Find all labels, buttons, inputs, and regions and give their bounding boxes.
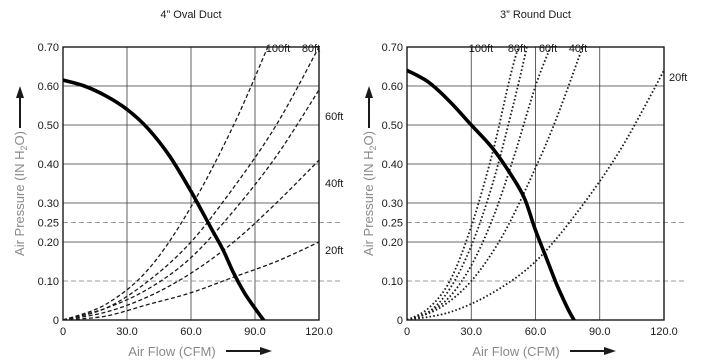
y-tick-label: 0.10 — [382, 276, 403, 288]
system-curve-100ft — [407, 47, 520, 320]
system-curve-60ft — [63, 89, 319, 320]
y-axis-label-prefix: Air Pressure (IN H — [12, 151, 27, 256]
y-tick-label: 0.30 — [38, 198, 59, 210]
curve-label: 60ft — [325, 111, 343, 123]
system-curve-20ft — [63, 241, 319, 320]
x-tick-label: 60.0 — [525, 326, 546, 338]
y-tick-label: 0 — [397, 315, 403, 327]
x-arrow-icon — [604, 347, 616, 355]
system-curve-100ft — [63, 47, 269, 320]
curve-label: 100ft — [469, 43, 493, 55]
fan-performance-curve — [407, 68, 576, 320]
y-tick-label: 0.60 — [38, 81, 59, 93]
chart-panel-2: 3” Round Duct 0 0.10 0.20 0.25 0.30 0.40 0.50 0.… — [361, 9, 687, 359]
system-curve-80ft — [63, 47, 319, 320]
y-tick-label: 0.70 — [382, 42, 403, 54]
chart-title: 4” Oval Duct — [160, 9, 221, 21]
y-arrow-icon — [16, 86, 24, 98]
chart-panel-1: 4” Oval Duct 0 0.10 0.20 0.25 0.30 0.40 0.50 0.6… — [12, 9, 343, 359]
y-tick-label: 0.70 — [38, 42, 59, 54]
curve-label: 100ft — [266, 43, 290, 55]
x-tick-label: 90.0 — [589, 326, 610, 338]
x-axis-label: Air Flow (CFM) — [128, 344, 215, 359]
fan-performance-curve — [63, 78, 266, 320]
curve-label: 80ft — [508, 43, 526, 55]
system-curve-80ft — [407, 47, 528, 320]
y-tick-label: 0 — [53, 315, 59, 327]
y-tick-label: 0.40 — [38, 159, 59, 171]
x-tick-label: 30.0 — [116, 326, 137, 338]
x-arrow-icon — [260, 347, 272, 355]
y-tick-label: 0.50 — [38, 120, 59, 132]
y-tick-label: 0.30 — [382, 198, 403, 210]
plot-frame — [406, 46, 665, 321]
x-tick-label: 120.0 — [650, 326, 678, 338]
y-axis-label: Air Pressure (IN H2O) — [361, 131, 378, 256]
x-tick-label: 30.0 — [461, 326, 482, 338]
curve-label: 40ft — [569, 43, 587, 55]
y-axis-label-suffix: O) — [361, 131, 376, 145]
x-tick-label: 60.0 — [180, 326, 201, 338]
curve-label: 20ft — [669, 72, 687, 84]
x-tick-label: 0 — [404, 326, 410, 338]
y-axis-label-subscript: 2 — [368, 145, 378, 150]
y-tick-label: 0.25 — [38, 218, 59, 230]
system-curve-40ft — [407, 47, 584, 320]
x-tick-label: 90.0 — [244, 326, 265, 338]
x-tick-label: 0 — [60, 326, 66, 338]
chart-title: 3” Round Duct — [500, 9, 571, 21]
y-axis-label-prefix: Air Pressure (IN H — [361, 151, 376, 256]
y-arrow-icon — [365, 86, 373, 98]
curve-label: 20ft — [325, 245, 343, 257]
system-curve-60ft — [407, 47, 552, 320]
curve-label: 60ft — [539, 43, 557, 55]
curve-label: 40ft — [325, 178, 343, 190]
plot-frame — [62, 46, 320, 321]
x-axis-label: Air Flow (CFM) — [472, 344, 559, 359]
curve-label: 80ft — [302, 43, 320, 55]
y-tick-label: 0.50 — [382, 120, 403, 132]
y-tick-label: 0.20 — [38, 237, 59, 249]
y-tick-label: 0.40 — [382, 159, 403, 171]
x-tick-label: 120.0 — [305, 326, 333, 338]
y-tick-label: 0.20 — [382, 237, 403, 249]
system-curve-20ft — [407, 69, 664, 320]
y-axis-label-subscript: 2 — [19, 145, 29, 150]
y-axis-label-suffix: O) — [12, 131, 27, 145]
y-tick-label: 0.25 — [382, 218, 403, 230]
y-tick-label: 0.10 — [38, 276, 59, 288]
system-curve-40ft — [63, 159, 319, 320]
y-axis-label: Air Pressure (IN H2O) — [12, 131, 29, 256]
y-tick-label: 0.60 — [382, 81, 403, 93]
